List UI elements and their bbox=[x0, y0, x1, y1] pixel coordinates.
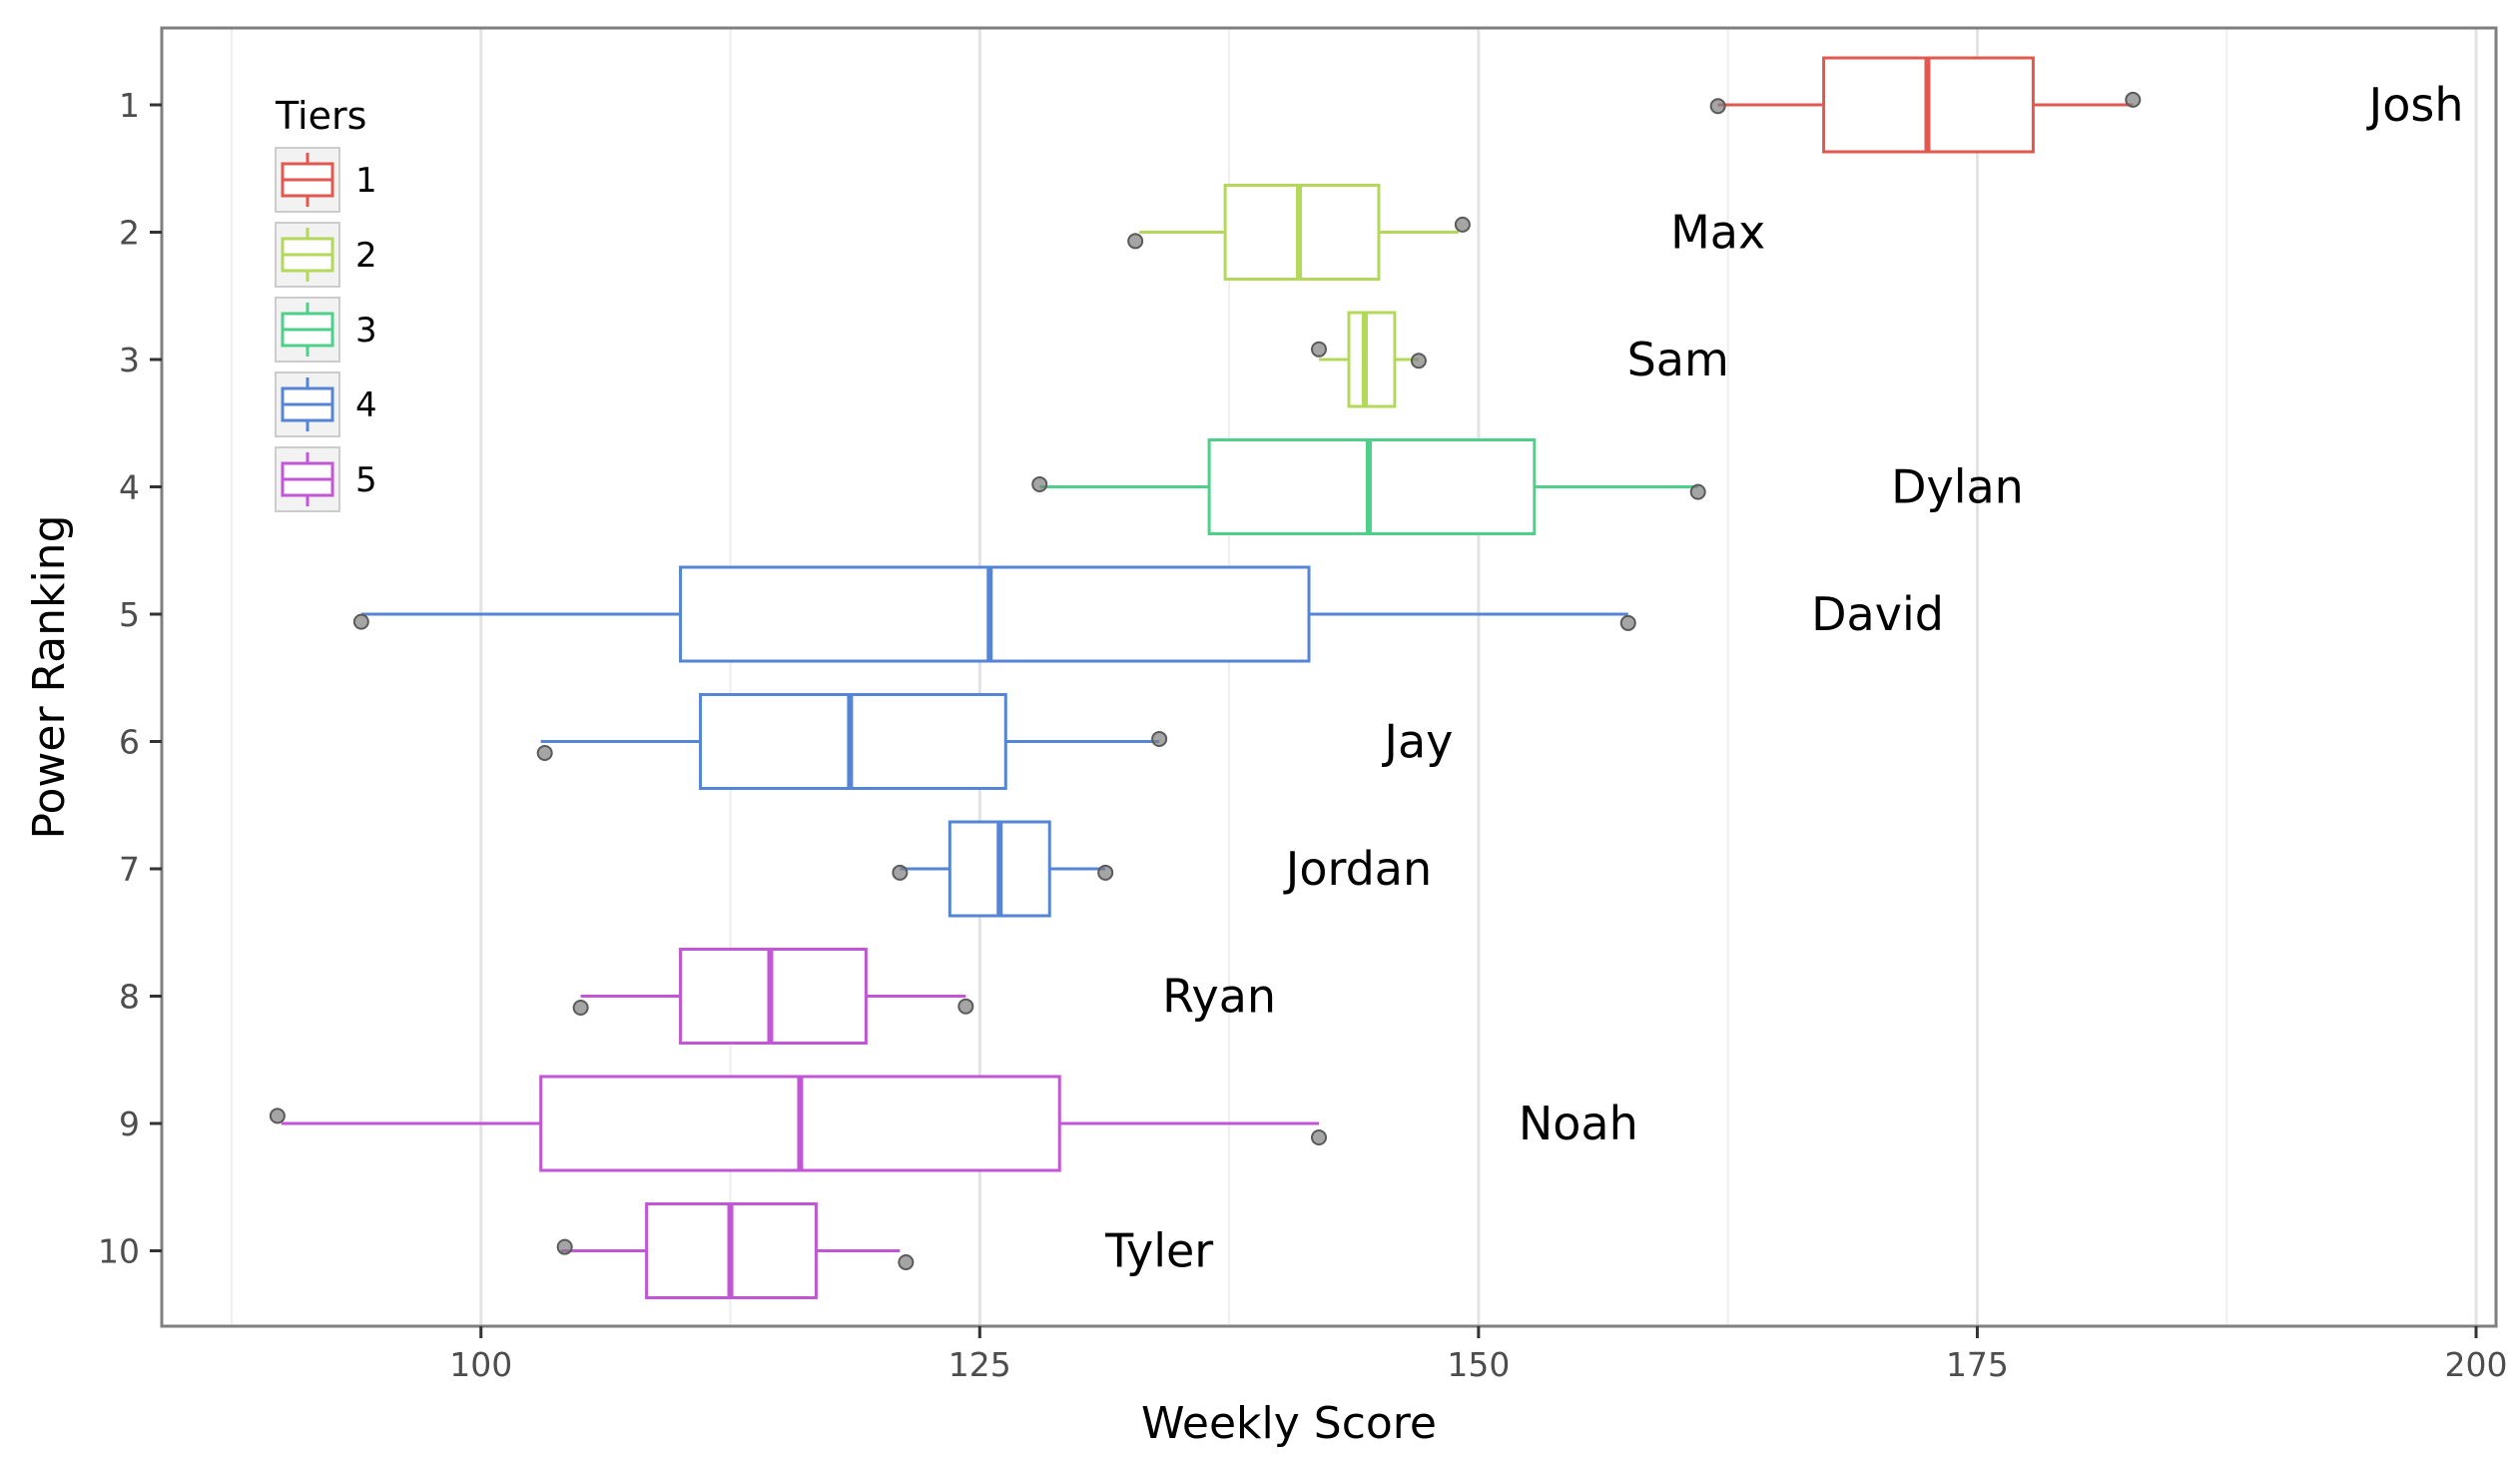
legend-item-4: 4 bbox=[275, 371, 377, 437]
legend-label: 1 bbox=[355, 161, 377, 201]
data-point bbox=[1619, 614, 1636, 631]
data-point bbox=[1311, 1129, 1328, 1146]
player-label: Dylan bbox=[1891, 460, 2024, 514]
legend-item-5: 5 bbox=[275, 446, 377, 512]
player-label: Tyler bbox=[1104, 1224, 1213, 1278]
y-tick-label: 3 bbox=[119, 341, 140, 379]
y-tick-label: 4 bbox=[119, 468, 140, 507]
data-point bbox=[1454, 216, 1471, 233]
data-point bbox=[352, 613, 369, 630]
player-labels-layer: Josh Max Sam Dylan David Jay Jordan Ryan Noah Tyl… bbox=[1104, 78, 2463, 1278]
panel-border bbox=[160, 26, 2498, 1328]
box-david bbox=[360, 565, 1628, 663]
data-point bbox=[898, 1253, 915, 1270]
player-label: Josh bbox=[2366, 78, 2464, 132]
y-tick-label: 6 bbox=[119, 723, 140, 762]
y-tick-label: 10 bbox=[98, 1232, 140, 1271]
data-point bbox=[556, 1238, 573, 1255]
y-axis-title: Power Ranking bbox=[24, 515, 75, 840]
iqr-box bbox=[679, 565, 1311, 663]
data-point bbox=[1127, 233, 1144, 250]
data-point bbox=[1097, 864, 1114, 881]
player-label: Sam bbox=[1627, 333, 1729, 386]
iqr-box bbox=[1347, 311, 1397, 408]
box-jay bbox=[540, 693, 1160, 790]
x-tick-label: 200 bbox=[2445, 1345, 2508, 1384]
x-tick-label: 100 bbox=[449, 1345, 512, 1384]
data-point bbox=[2125, 91, 2142, 108]
data-point bbox=[957, 998, 974, 1015]
legend-item-2: 2 bbox=[275, 222, 377, 288]
data-point bbox=[572, 999, 589, 1016]
legend-label: 4 bbox=[355, 385, 377, 425]
data-point bbox=[1689, 483, 1706, 500]
legend-title: Tiers bbox=[275, 94, 366, 138]
x-tick-label: 150 bbox=[1447, 1345, 1510, 1384]
x-axis-title: Weekly Score bbox=[1141, 1398, 1437, 1449]
legend: Tiers 1 2 3 4 5 bbox=[275, 94, 377, 512]
y-tick-label: 2 bbox=[119, 214, 140, 253]
legend-item-1: 1 bbox=[275, 147, 377, 213]
y-axis: 1 2 3 4 5 6 7 8 9 10 bbox=[98, 86, 162, 1271]
data-point bbox=[1151, 730, 1168, 747]
player-label: Ryan bbox=[1162, 970, 1276, 1024]
player-label: Max bbox=[1670, 206, 1765, 260]
y-tick-label: 5 bbox=[119, 595, 140, 634]
data-point bbox=[1410, 353, 1427, 369]
legend-item-3: 3 bbox=[275, 297, 377, 363]
x-tick-label: 175 bbox=[1946, 1345, 2009, 1384]
y-tick-label: 1 bbox=[119, 86, 140, 125]
legend-label: 2 bbox=[355, 236, 377, 276]
data-point bbox=[536, 744, 553, 761]
player-label: Jordan bbox=[1283, 842, 1432, 896]
points-layer bbox=[269, 91, 2142, 1270]
box-noah bbox=[281, 1075, 1320, 1172]
data-point bbox=[1311, 341, 1328, 358]
data-point bbox=[1031, 475, 1048, 492]
y-tick-label: 9 bbox=[119, 1104, 140, 1143]
box-josh bbox=[1717, 56, 2134, 154]
data-point bbox=[1709, 98, 1726, 115]
y-tick-label: 8 bbox=[119, 978, 140, 1017]
y-tick-label: 7 bbox=[119, 850, 140, 889]
box-ryan bbox=[580, 948, 966, 1045]
player-label: Jay bbox=[1381, 715, 1453, 769]
legend-label: 5 bbox=[355, 460, 377, 500]
box-tyler bbox=[560, 1202, 901, 1299]
legend-label: 3 bbox=[355, 311, 377, 351]
box-max bbox=[1139, 184, 1459, 281]
player-label: David bbox=[1811, 587, 1944, 641]
data-point bbox=[269, 1107, 286, 1124]
box-dylan bbox=[1039, 438, 1698, 535]
box-sam bbox=[1319, 311, 1419, 408]
boxes-layer bbox=[281, 56, 2134, 1299]
x-axis: 100 125 150 175 200 bbox=[449, 1326, 2508, 1384]
box-jordan bbox=[900, 820, 1106, 918]
x-tick-label: 125 bbox=[948, 1345, 1011, 1384]
data-point bbox=[892, 864, 909, 881]
player-label: Noah bbox=[1519, 1097, 1638, 1150]
